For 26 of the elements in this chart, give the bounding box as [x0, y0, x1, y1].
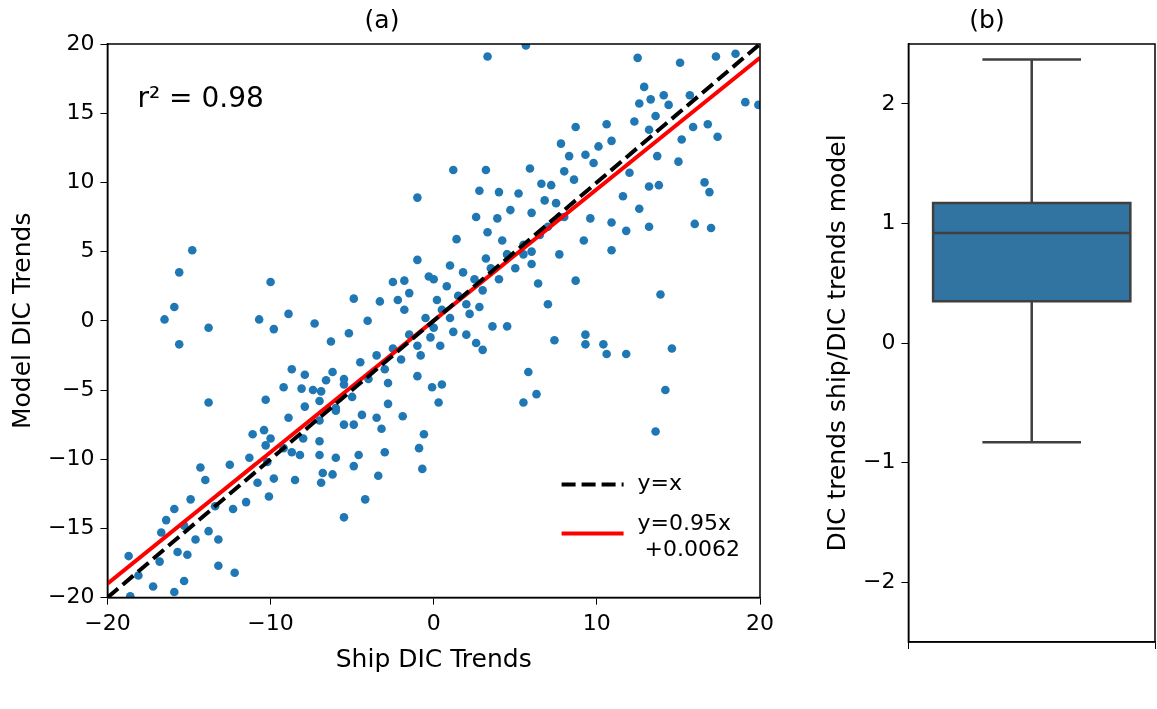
- y-tick-label: 5: [80, 237, 95, 263]
- y-tick-label: −1: [862, 448, 896, 474]
- legend-label: y=x: [637, 470, 683, 496]
- y-tick-label: −20: [47, 583, 95, 609]
- y-axis-title: DIC trends ship/DIC trends model: [821, 134, 851, 552]
- x-tick-label: 20: [746, 609, 774, 635]
- x-axis-title: Ship DIC Trends: [335, 643, 532, 673]
- legend-label: y=0.95x +0.0062: [637, 510, 740, 562]
- x-tick-label: 0: [426, 609, 441, 635]
- y-tick-label: −2: [862, 567, 896, 593]
- chart-title: (b): [969, 4, 1005, 34]
- y-tick-label: 0: [80, 306, 95, 332]
- y-tick-label: −5: [61, 375, 95, 401]
- y-tick-label: 1: [881, 209, 896, 235]
- y-tick-label: 10: [66, 168, 95, 194]
- x-tick-label: −10: [247, 609, 294, 635]
- y-axis-title: Model DIC Trends: [6, 212, 36, 430]
- annotation: r² = 0.98: [137, 81, 264, 115]
- y-tick-label: 2: [881, 89, 896, 115]
- y-tick-label: −10: [47, 444, 95, 470]
- chart-title: (a): [364, 4, 400, 34]
- y-tick-label: −15: [47, 514, 95, 540]
- y-tick-label: 0: [881, 328, 896, 354]
- x-tick-label: 10: [582, 609, 611, 635]
- y-tick-label: 15: [66, 98, 95, 124]
- y-tick-label: 20: [66, 29, 95, 55]
